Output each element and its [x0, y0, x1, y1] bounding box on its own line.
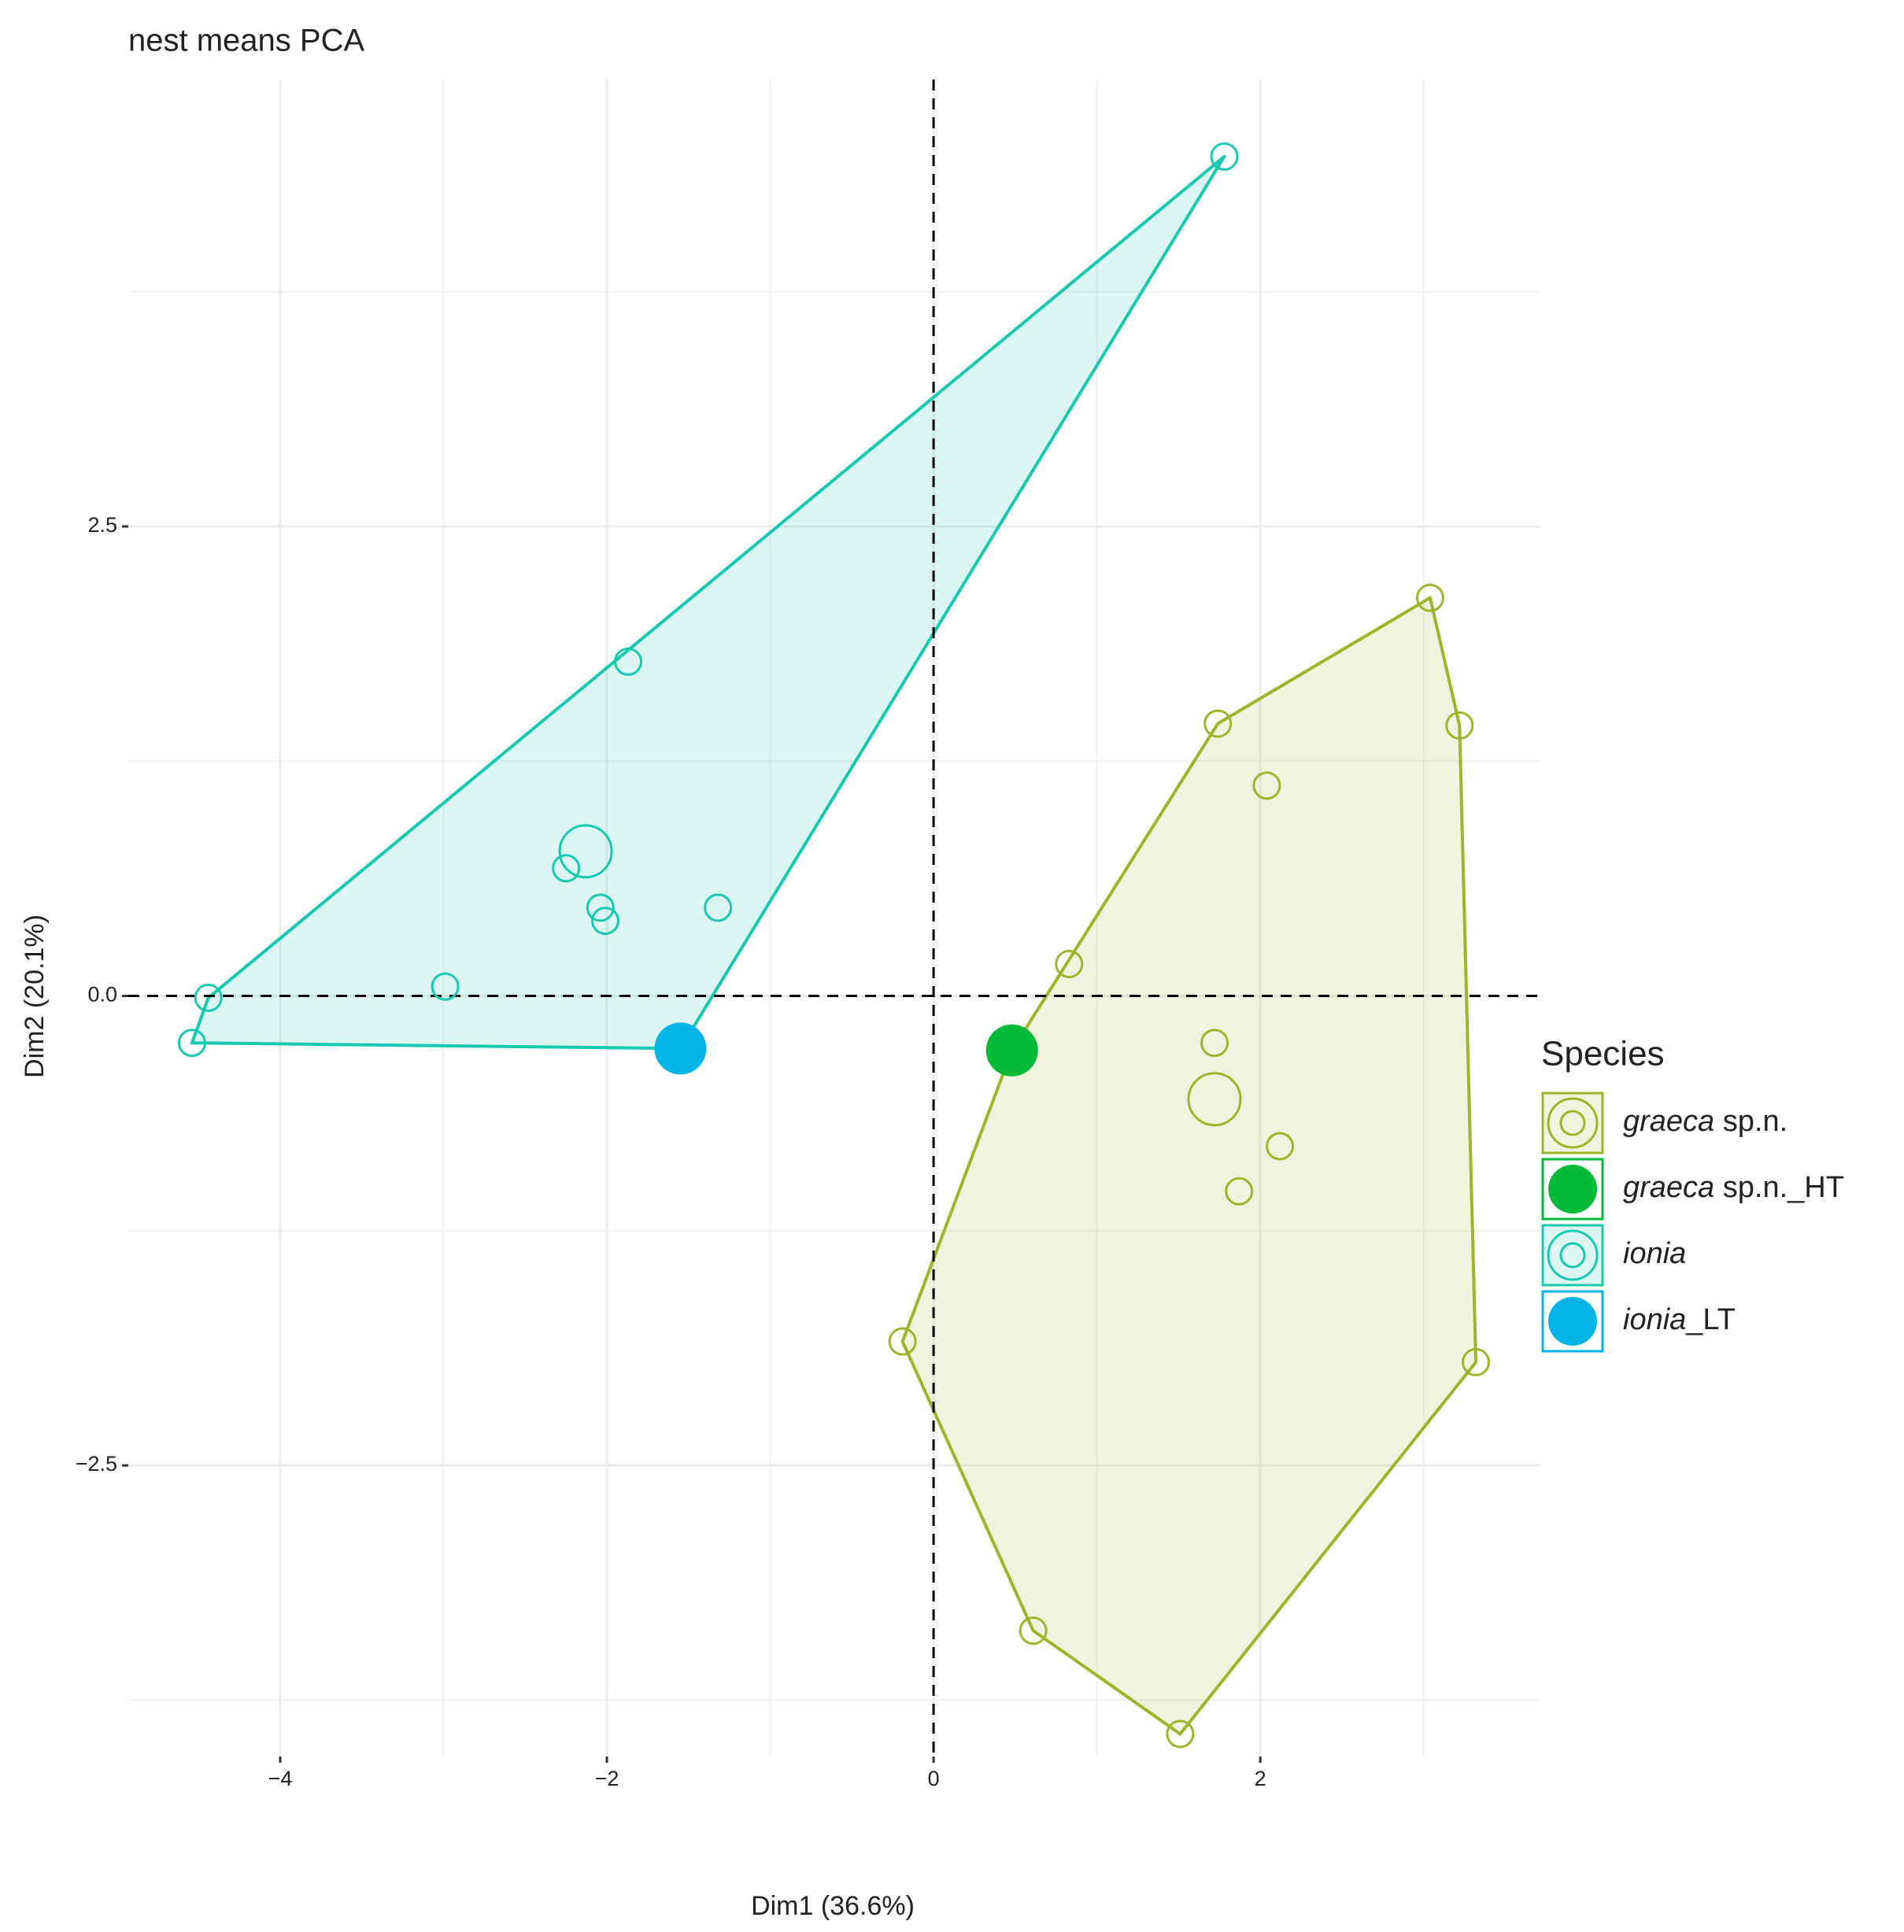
x-tick-label: −2 [595, 1767, 619, 1790]
point [1266, 1132, 1295, 1161]
point [431, 972, 460, 1001]
point [1055, 949, 1084, 978]
legend-symbol [1559, 1110, 1586, 1136]
legend-symbol [1559, 1242, 1586, 1269]
point [704, 893, 733, 922]
legend-label-italic: ionia [1623, 1303, 1686, 1336]
point [1187, 1072, 1242, 1127]
legend-symbol [1547, 1229, 1599, 1281]
x-tick-label: 0 [928, 1767, 940, 1790]
point [1210, 142, 1239, 171]
legend-label: ionia_LT [1623, 1303, 1736, 1336]
point [194, 983, 223, 1012]
legend-label: graeca sp.n. [1623, 1105, 1788, 1138]
legend-key [1541, 1290, 1604, 1353]
legend-key [1541, 1158, 1604, 1221]
hull [190, 154, 1226, 1051]
hull [900, 596, 1478, 1736]
x-axis-label: Dim1 (36.6%) [751, 1891, 915, 1921]
point [654, 1022, 707, 1075]
legend-label-italic: graeca [1623, 1105, 1714, 1138]
point [888, 1327, 917, 1356]
point [1200, 1029, 1229, 1058]
point [1019, 1616, 1048, 1646]
chart-title: nest means PCA [128, 24, 364, 58]
legend-label-italic: ionia [1623, 1237, 1686, 1270]
point [1225, 1177, 1254, 1206]
point [586, 893, 615, 922]
legend-label: ionia [1623, 1237, 1686, 1270]
y-axis-label: Dim2 (20.1%) [20, 914, 50, 1078]
y-tick-label: 0.0 [87, 983, 117, 1007]
legend-symbol [1547, 1097, 1599, 1149]
y-tick-label: −2.5 [76, 1452, 117, 1476]
point [1415, 583, 1444, 612]
point [177, 1029, 206, 1058]
legend-key [1541, 1092, 1604, 1154]
point [1203, 709, 1233, 738]
point [1462, 1347, 1491, 1376]
legend-label-italic: graeca [1623, 1171, 1714, 1204]
legend-label-rest: _LT [1685, 1303, 1736, 1336]
point [552, 854, 581, 883]
legend-label-rest: sp.n. [1714, 1105, 1788, 1138]
point [614, 647, 643, 676]
legend-symbol [1548, 1165, 1597, 1214]
x-tick-label: −4 [268, 1767, 293, 1790]
legend-symbol [1548, 1297, 1597, 1346]
point [1445, 711, 1474, 740]
legend-label: graeca sp.n._HT [1623, 1171, 1844, 1204]
point [558, 824, 613, 879]
point [1252, 771, 1281, 800]
x-tick-label: 2 [1255, 1767, 1266, 1790]
point [590, 907, 619, 936]
y-tick-label: 2.5 [87, 513, 117, 537]
point [1166, 1720, 1195, 1749]
legend-title: Species [1541, 1035, 1665, 1073]
legend-label-rest: sp.n._HT [1714, 1171, 1844, 1204]
point [985, 1024, 1038, 1077]
legend-key [1541, 1224, 1604, 1287]
